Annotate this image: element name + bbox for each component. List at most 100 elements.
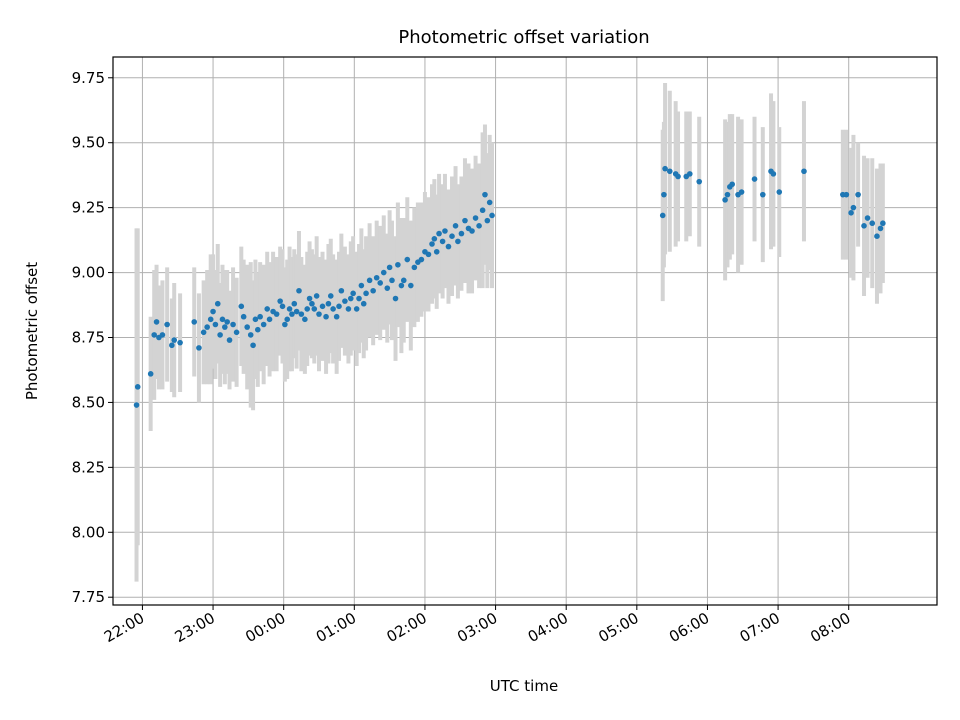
data-point [360,300,367,307]
data-point [254,326,261,333]
data-point [386,264,393,271]
data-point [279,303,286,310]
data-point [356,295,362,302]
data-point [675,173,681,180]
x-tick-label: 22:00 [101,609,147,646]
data-point [880,220,886,227]
data-point [377,280,384,286]
data-point [224,319,230,325]
data-point [770,171,777,177]
data-point [323,313,329,320]
data-point [233,329,240,336]
data-point [313,293,320,299]
x-tick-label: 05:00 [595,609,641,646]
data-point [850,204,857,211]
data-point [366,277,373,284]
data-point [472,215,479,221]
data-point [247,332,254,338]
data-point [204,324,210,330]
data-point [659,212,666,219]
data-point [210,308,216,315]
data-point [336,303,342,310]
data-point [171,337,178,343]
data-point [159,332,166,338]
data-point [284,316,291,323]
data-point [153,319,160,325]
data-point [738,189,745,195]
data-point [380,269,387,276]
data-point [666,168,673,175]
data-point [347,295,354,302]
data-point [191,319,198,325]
data-point [408,282,414,289]
data-point [164,321,170,328]
data-point [358,282,365,289]
y-tick-label: 8.75 [72,328,105,346]
x-tick-label: 02:00 [384,609,430,646]
data-point [431,236,438,242]
data-point [395,261,401,268]
data-point [411,264,418,271]
x-tick-label: 08:00 [807,609,853,646]
data-point [442,228,448,234]
data-point [240,313,247,320]
data-point [134,384,141,390]
data-point [722,197,728,203]
data-point [848,210,854,216]
data-point [306,295,313,302]
data-point [177,339,183,346]
data-point [289,311,295,317]
data-point [724,191,731,198]
y-axis-title: Photometric offset [23,262,41,400]
x-tick-label: 07:00 [737,609,783,646]
data-point [250,342,256,349]
data-point [869,220,876,227]
data-point [392,295,399,302]
data-point [864,215,871,221]
data-point [298,311,305,317]
data-point [801,168,807,175]
data-point [214,300,221,307]
data-point [325,300,332,307]
y-tick-label: 8.25 [72,458,105,476]
x-axis: 22:00 23:00 00:00 01:00 02:00 03:00 04:00 05:00… [101,605,854,646]
error-bars [134,82,885,582]
data-point [350,290,356,297]
data-point [482,191,488,198]
y-tick-label: 9.50 [72,134,105,152]
data-point [338,287,345,294]
data-point [751,176,758,182]
x-tick-label: 23:00 [172,609,218,646]
data-point [384,285,391,291]
data-point [874,233,880,240]
data-point [445,243,452,250]
data-point [330,306,336,312]
y-axis: 7.75 8.00 8.25 8.50 8.75 9.00 9.25 9.50 9.75 [72,69,113,606]
data-point [398,282,405,289]
data-point [855,191,861,198]
data-point [196,345,202,351]
data-point [476,223,482,229]
data-point [257,313,263,320]
data-point [687,171,693,177]
data-point [286,306,293,312]
data-point [418,256,425,263]
data-point [429,241,435,247]
data-point [316,311,322,317]
data-point [169,342,175,349]
data-point [147,371,154,377]
data-point [260,321,267,328]
y-tick-label: 9.25 [72,199,105,217]
data-point [353,306,360,312]
data-point [319,303,326,310]
data-point [264,306,271,312]
y-tick-label: 9.00 [72,264,105,282]
data-point [861,223,867,229]
data-point [207,316,214,323]
y-tick-label: 7.75 [72,588,105,606]
data-point [252,316,259,323]
x-tick-label: 06:00 [666,609,712,646]
data-point [433,248,440,255]
plot-frame [112,56,938,606]
data-point [302,316,308,323]
